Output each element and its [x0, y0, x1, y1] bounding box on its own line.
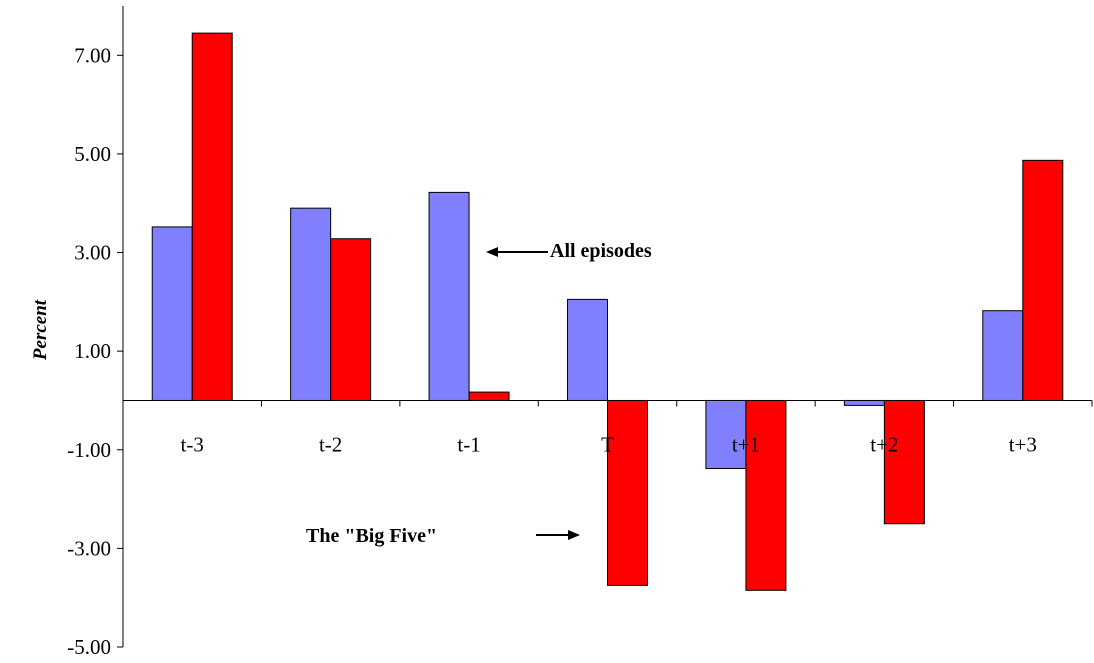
- bar-big-five-T: [607, 399, 648, 586]
- bar-all-episodes-t-1: [428, 191, 470, 401]
- bar-big-five-t+2: [883, 399, 925, 525]
- y-tick-label: -1.00: [67, 438, 111, 462]
- bar-big-five-t+3: [1022, 159, 1064, 401]
- y-tick-label: 3.00: [74, 241, 111, 265]
- bar-all-episodes-t-2: [290, 207, 332, 401]
- y-tick-label: 5.00: [74, 142, 111, 166]
- bar-big-five-t-3: [191, 32, 233, 401]
- x-tick-label: t-3: [181, 432, 204, 456]
- y-tick-label: -5.00: [67, 635, 111, 659]
- bar-all-episodes-t+2: [843, 399, 885, 406]
- arrow-all-episodes-head: [486, 247, 498, 257]
- x-tick-label: t+1: [732, 432, 760, 456]
- y-tick-label: -3.00: [67, 536, 111, 560]
- bar-all-episodes-t+1: [705, 399, 747, 470]
- bar-big-five-t-2: [330, 238, 372, 401]
- y-tick-label: 7.00: [74, 43, 111, 67]
- x-tick-label: t-2: [319, 432, 342, 456]
- bar-big-five-t+1: [745, 399, 787, 591]
- x-tick-label: t-1: [457, 432, 480, 456]
- y-axis-label: Percent: [30, 299, 51, 361]
- x-tick-label: t+2: [870, 432, 898, 456]
- bar-all-episodes-t+3: [982, 310, 1024, 401]
- bar-big-five-t-1: [468, 391, 510, 401]
- arrow-big-five-head: [568, 530, 580, 540]
- annotation-big-five: The "Big Five": [306, 525, 437, 547]
- bar-all-episodes-T: [567, 298, 608, 401]
- annotation-all-episodes: All episodes: [550, 240, 652, 262]
- bar-all-episodes-t-3: [151, 226, 193, 401]
- y-tick-label: 1.00: [74, 339, 111, 363]
- x-tick-label: T: [601, 432, 614, 456]
- x-tick-label: t+3: [1009, 432, 1037, 456]
